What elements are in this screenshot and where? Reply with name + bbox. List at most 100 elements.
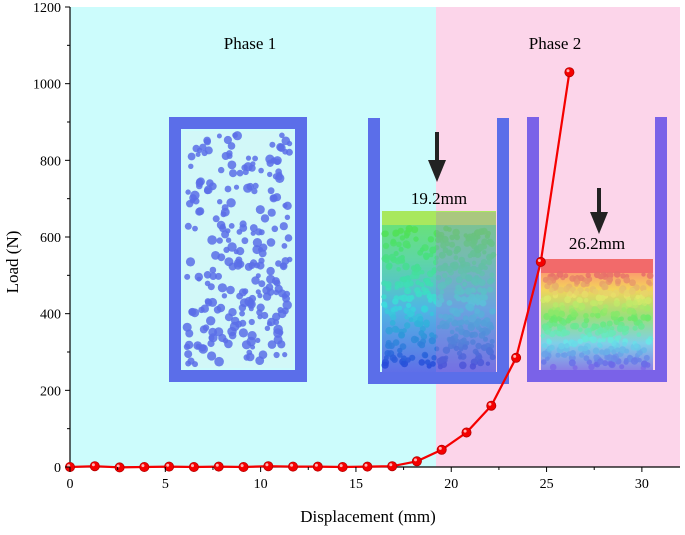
particle: [592, 347, 600, 355]
particle: [585, 272, 591, 278]
particle: [252, 155, 258, 162]
particle: [607, 336, 614, 344]
particle: [489, 339, 495, 344]
particle: [283, 290, 291, 298]
x-tick-label: 5: [162, 477, 169, 492]
particle: [474, 308, 480, 314]
data-point-highlight: [265, 463, 269, 467]
particle: [415, 280, 421, 286]
particle: [459, 319, 465, 325]
particle: [641, 289, 649, 297]
particle: [385, 326, 394, 335]
data-point: [114, 462, 125, 473]
data-point: [164, 461, 175, 472]
data-point-highlight: [141, 464, 145, 468]
particle: [464, 287, 473, 295]
particle: [273, 319, 280, 326]
y-axis-title: Load (N): [3, 231, 22, 294]
container-c-particles: [540, 270, 654, 371]
particle: [435, 237, 442, 243]
particle: [433, 334, 438, 339]
y-tick-label: 0: [54, 461, 61, 476]
particle: [192, 197, 200, 205]
particle: [220, 223, 226, 230]
particle: [576, 297, 583, 303]
particle: [273, 351, 280, 359]
particle: [567, 291, 573, 297]
particle: [208, 333, 218, 343]
particle: [455, 327, 460, 332]
particle: [433, 259, 439, 265]
particle: [389, 320, 396, 326]
annotation-19-2mm: 19.2mm: [411, 189, 467, 208]
particle: [185, 189, 191, 195]
particle: [637, 350, 643, 356]
particle: [384, 258, 390, 264]
phase-2-tint: [436, 212, 496, 384]
data-point: [436, 444, 447, 455]
particle: [545, 329, 551, 335]
particle: [223, 246, 230, 253]
particle: [279, 222, 288, 231]
particle: [238, 328, 248, 338]
x-tick-label: 15: [349, 477, 363, 492]
particle: [216, 133, 222, 139]
particle: [453, 345, 460, 352]
particle: [462, 266, 470, 274]
particle: [489, 308, 496, 315]
particle: [563, 285, 571, 293]
particle: [588, 363, 595, 371]
particle: [255, 228, 263, 236]
data-point: [362, 461, 373, 472]
particle: [540, 333, 546, 339]
particle: [392, 339, 400, 346]
particle: [213, 306, 222, 314]
particle: [581, 290, 589, 298]
particle: [621, 307, 627, 312]
particle: [557, 325, 564, 332]
particle: [442, 346, 451, 354]
particle: [396, 241, 402, 248]
particle: [402, 262, 410, 271]
particle: [547, 309, 555, 317]
particle: [214, 356, 224, 367]
particle: [282, 300, 292, 310]
data-point-highlight: [67, 464, 71, 468]
particle: [277, 329, 284, 336]
particle: [438, 297, 445, 304]
particle: [595, 314, 601, 319]
particle: [457, 268, 464, 275]
particle: [242, 169, 249, 176]
particle: [446, 300, 453, 306]
particle: [252, 238, 262, 248]
particle: [466, 303, 475, 312]
particle: [478, 279, 486, 287]
data-point-highlight: [91, 463, 95, 467]
particle: [211, 251, 220, 260]
particle: [606, 354, 614, 361]
particle: [383, 355, 389, 361]
particle: [196, 182, 203, 190]
particle: [558, 343, 565, 350]
particle: [203, 271, 212, 279]
particle: [260, 214, 270, 223]
particle: [220, 211, 227, 218]
particle: [598, 273, 604, 280]
particle: [212, 215, 220, 223]
particle: [487, 278, 494, 285]
particle: [431, 355, 438, 361]
particle: [587, 332, 592, 338]
particle: [592, 288, 599, 295]
particle: [203, 136, 211, 145]
particle: [489, 325, 495, 331]
particle: [207, 235, 217, 245]
data-point-highlight: [215, 463, 219, 467]
data-point: [89, 461, 100, 472]
particle: [226, 198, 236, 208]
annotation-26-2mm: 26.2mm: [569, 234, 625, 253]
particle: [582, 335, 589, 343]
particle: [381, 301, 388, 308]
particle: [418, 359, 426, 366]
particle: [430, 361, 436, 367]
particle: [460, 289, 466, 295]
